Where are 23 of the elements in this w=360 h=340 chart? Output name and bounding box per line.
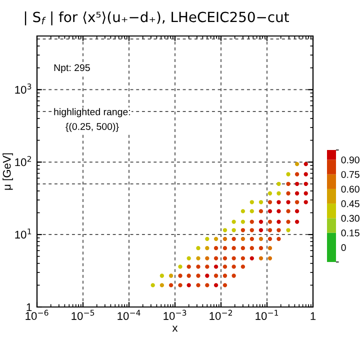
x-tick-label: 10$^{−1}$ xyxy=(256,310,278,320)
color-bar-label: 0.30 xyxy=(341,214,360,222)
x-axis-title: x xyxy=(172,326,178,332)
annotation: highlighted range: {(0.25, 500)} xyxy=(54,108,130,132)
y-axis-title: μ [GeV] xyxy=(2,153,13,190)
x-tick-label: 10$^{−4}$ xyxy=(118,310,140,320)
color-bar-label: 0.15 xyxy=(341,230,360,236)
annotation: Npt: 295 xyxy=(54,64,90,74)
x-tick-label: 10$^{−2}$ xyxy=(210,310,232,320)
x-tick-label: 1 xyxy=(310,312,316,320)
y-tick-label: 10$^{3}$ xyxy=(15,84,32,94)
x-tick-label: 10$^{−5}$ xyxy=(72,310,94,320)
y-tick-label: 10$^{2}$ xyxy=(15,156,31,166)
color-bar-label: 0.45 xyxy=(341,200,360,208)
x-tick-label: 10$^{−6}$ xyxy=(26,310,48,320)
color-bar-label: 0.90 xyxy=(341,156,360,164)
chart-title: | S$_{f}$ | for ⟨x⁵⟩(u₊−d₊), LHeCEIC250−cut xyxy=(24,11,289,26)
color-bar-label: 0 xyxy=(341,244,346,252)
y-tick-label: 10$^{1}$ xyxy=(15,228,32,239)
x-tick-label: 10$^{−3}$ xyxy=(164,310,186,320)
color-bar-label: 0.60 xyxy=(341,186,360,193)
y-tick-label: 1 xyxy=(26,303,32,312)
color-bar-label: 0.75 xyxy=(341,171,360,178)
